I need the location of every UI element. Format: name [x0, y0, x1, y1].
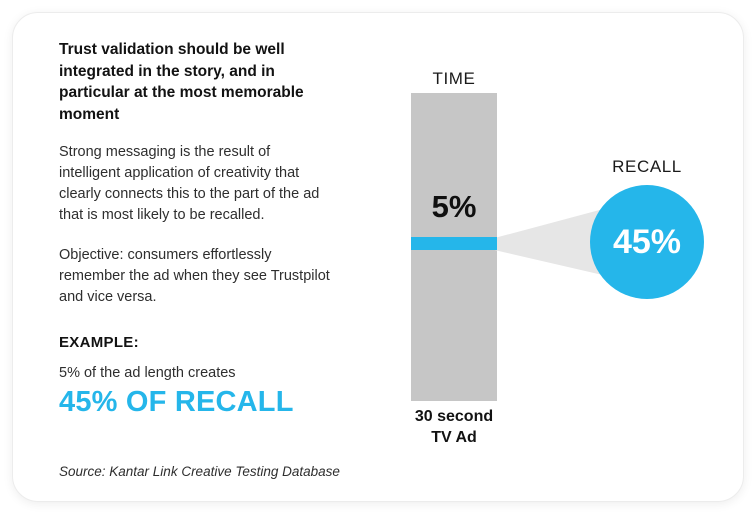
heading: Trust validation should be well integrat… — [59, 41, 304, 124]
source-note: Source: Kantar Link Creative Testing Dat… — [59, 464, 340, 479]
bar-caption-line1: 30 second — [414, 408, 494, 425]
time-axis-label: TIME — [432, 69, 476, 88]
example-highlight-text: 45% OF RECALL — [59, 385, 294, 418]
bar-caption-line2: TV Ad — [431, 428, 477, 446]
time-bar — [411, 93, 497, 401]
highlight-stripe — [411, 237, 497, 250]
paragraph-objective: Objective: consumers effortlessly rememb… — [59, 246, 330, 305]
example-label: EXAMPLE: — [59, 333, 139, 351]
recall-value: 45% — [612, 222, 682, 261]
beam-connector — [495, 208, 607, 276]
recall-circle: 45% — [590, 185, 704, 299]
example-description: 5% of the ad length creates — [59, 364, 236, 381]
bar-percent-label: 5% — [431, 189, 477, 224]
text-column: Trust validation should be well integrat… — [59, 39, 369, 419]
bar-caption: 30 second TV Ad — [384, 407, 524, 449]
infographic-card: Trust validation should be well integrat… — [12, 12, 744, 502]
recall-label: RECALL — [612, 157, 682, 176]
paragraph-messaging: Strong messaging is the result of intell… — [59, 143, 320, 223]
